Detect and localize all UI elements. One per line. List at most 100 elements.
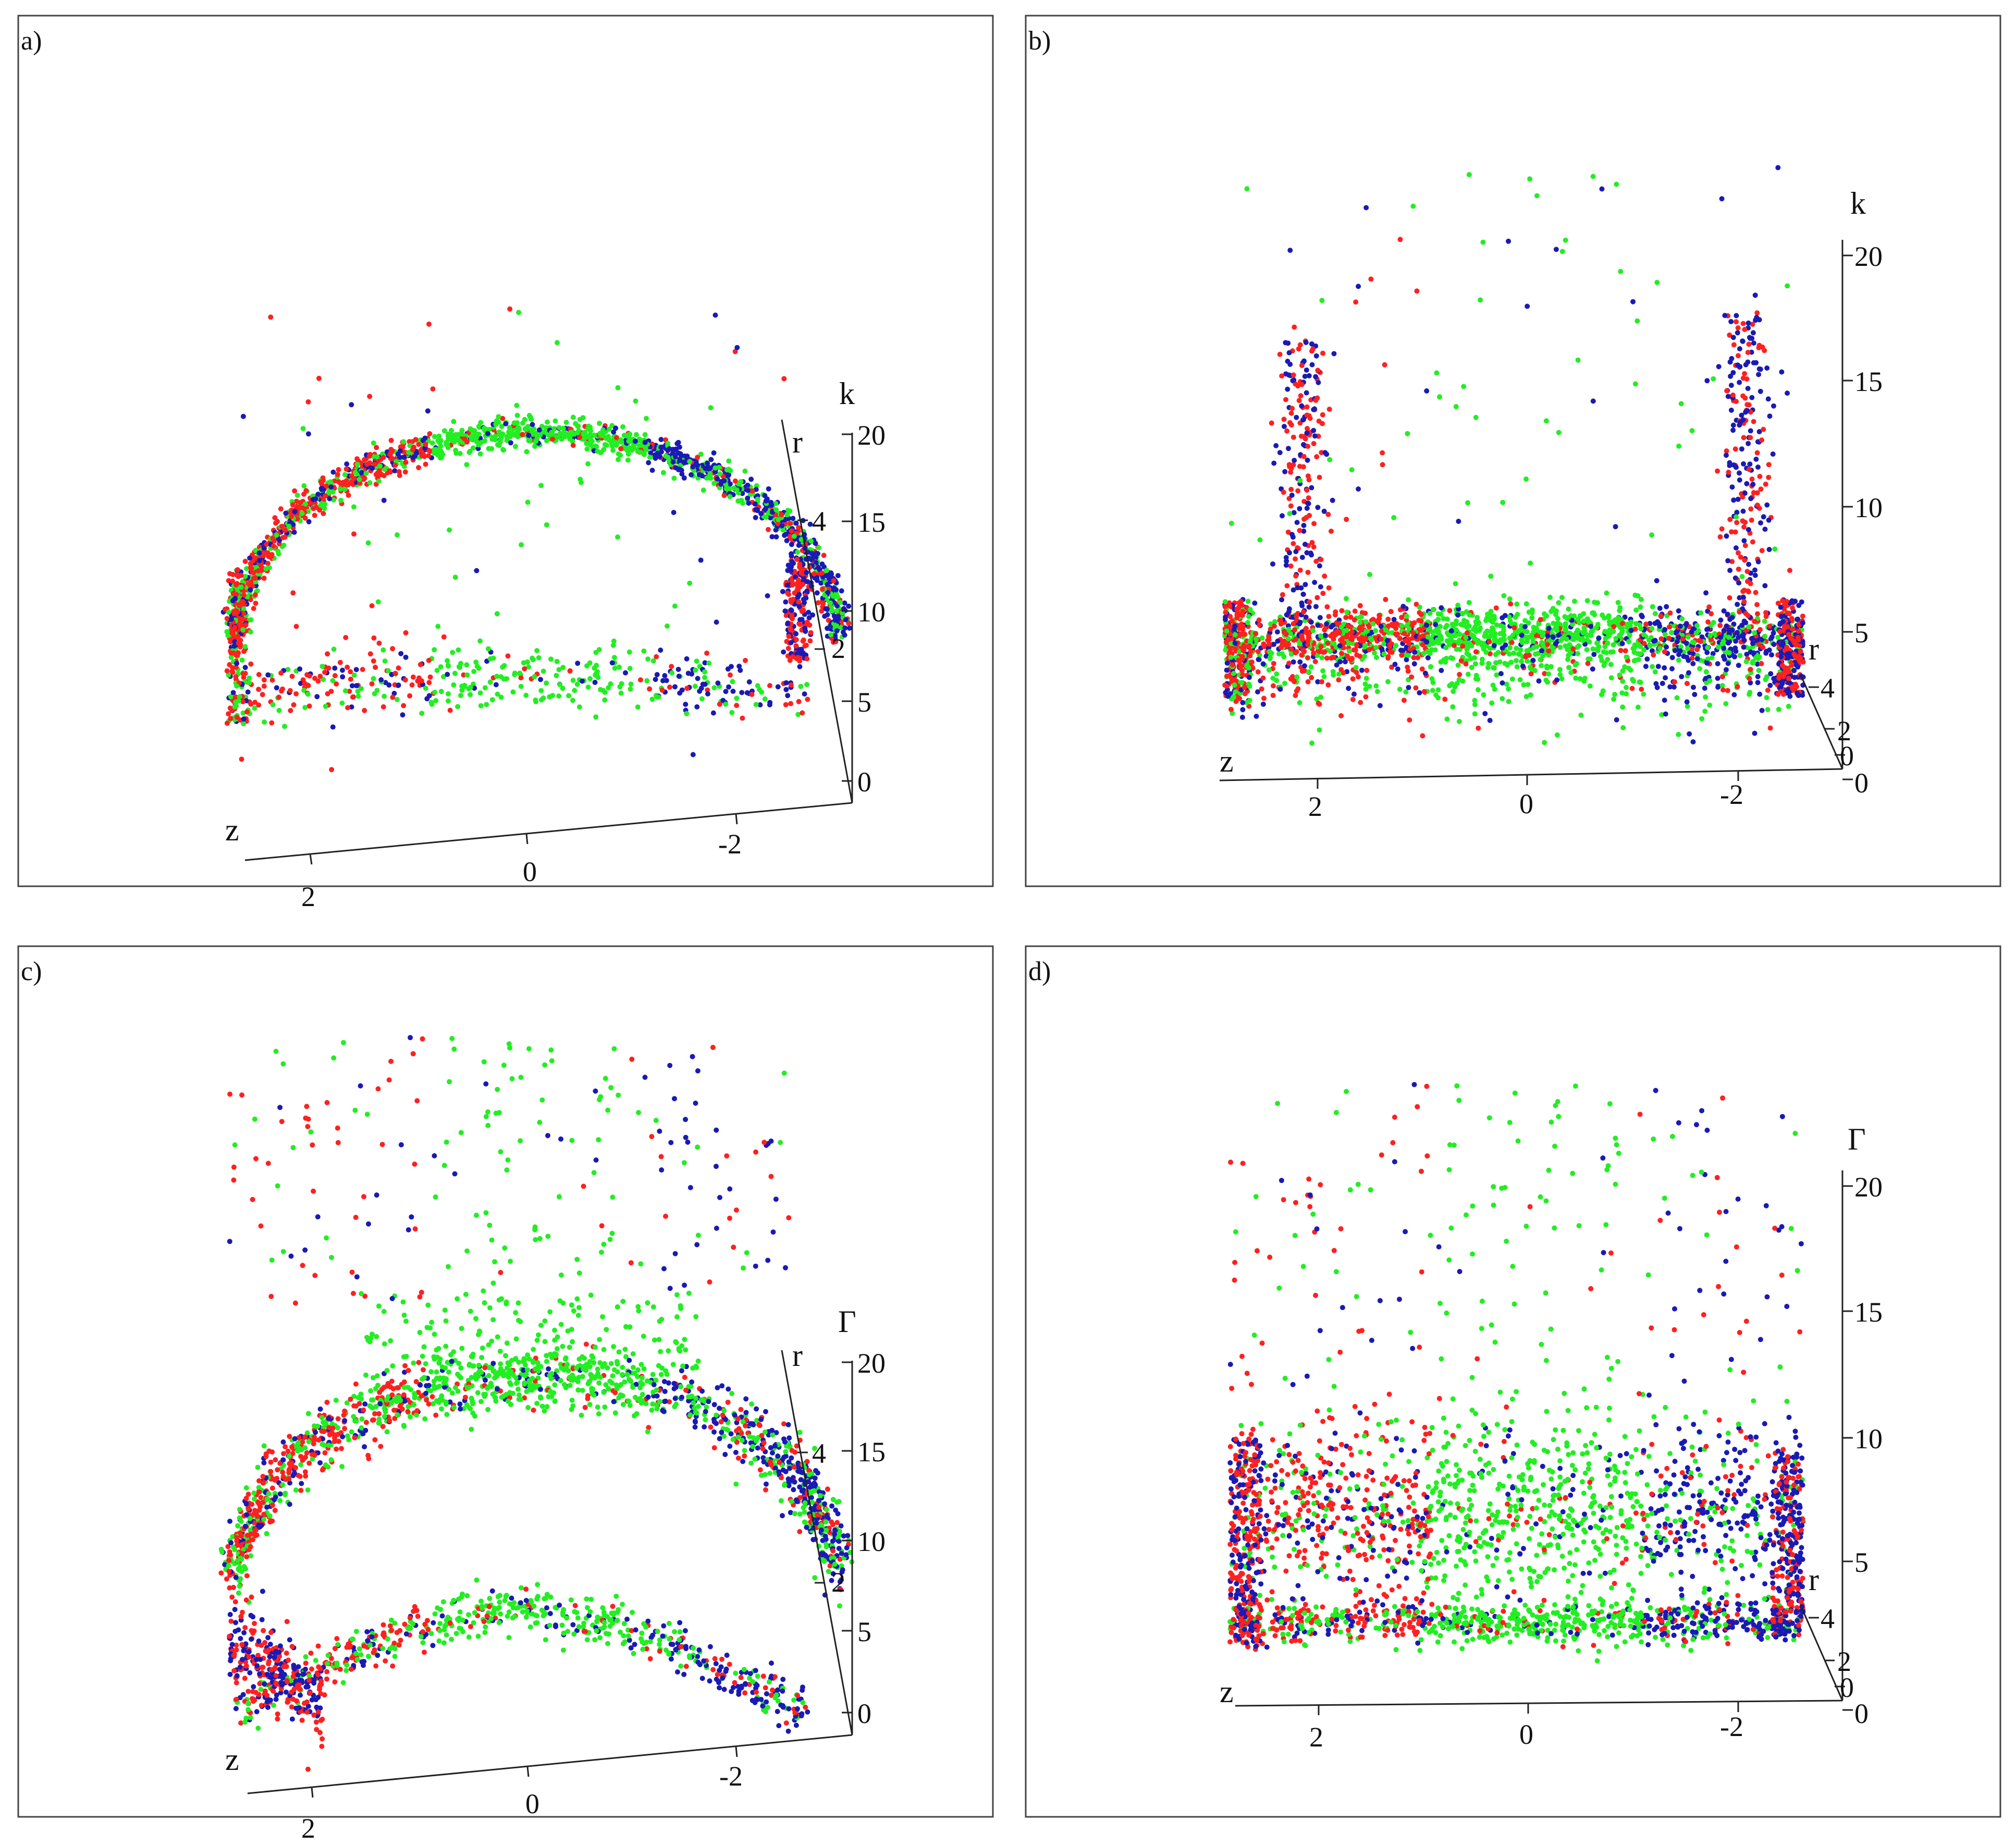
scatter-point [1491, 643, 1497, 649]
scatter-point [1737, 470, 1742, 476]
scatter-point [372, 691, 377, 697]
scatter-point [1305, 679, 1311, 685]
scatter-point [245, 689, 251, 695]
scatter-point [1742, 543, 1748, 548]
scatter-point [1707, 632, 1713, 638]
scatter-point [726, 458, 732, 464]
scatter-point [377, 463, 383, 469]
scatter-point [804, 656, 810, 662]
scatter-point [1317, 563, 1322, 569]
scatter-point [1358, 614, 1363, 620]
scatter-point [339, 700, 345, 706]
scatter-point [1524, 629, 1530, 634]
scatter-point [1705, 645, 1711, 651]
scatter-point [1309, 740, 1314, 746]
scatter-point [706, 466, 711, 472]
scatter-point [1523, 654, 1529, 659]
scatter-point [1288, 466, 1294, 471]
scatter-point [1367, 647, 1372, 652]
scatter-point [233, 700, 239, 705]
scatter-point [1718, 634, 1724, 640]
scatter-point [430, 386, 436, 392]
scatter-point [1280, 651, 1285, 657]
scatter-point [438, 438, 444, 444]
scatter-point [1627, 632, 1632, 638]
scatter-point [1448, 628, 1454, 634]
scatter-point [1283, 397, 1288, 402]
scatter-point [1287, 361, 1293, 367]
panel-b: b) k r z 0 5 10 15 20 0 2 4 2 0 -2 [1025, 15, 2001, 887]
scatter-point [1345, 653, 1350, 659]
scatter-point [1319, 655, 1325, 661]
scatter-point [1737, 380, 1742, 385]
scatter-point [1506, 686, 1511, 692]
scatter-point [690, 464, 696, 470]
scatter-point [1715, 685, 1721, 690]
scatter-point [337, 480, 343, 486]
scatter-point [238, 584, 244, 590]
scatter-point [1707, 678, 1713, 683]
scatter-point [728, 481, 733, 487]
scatter-point [434, 668, 440, 673]
scatter-point [506, 431, 512, 436]
scatter-point [695, 676, 700, 681]
scatter-point [753, 507, 759, 512]
scatter-point [415, 678, 421, 684]
scatter-point [275, 548, 281, 554]
scatter-point [673, 465, 679, 471]
scatter-point [345, 664, 350, 670]
scatter-point [1595, 600, 1601, 606]
scatter-point [1493, 605, 1499, 611]
scatter-point [1638, 651, 1643, 657]
scatter-point [1288, 410, 1294, 416]
scatter-point [1531, 645, 1536, 651]
scatter-point [373, 665, 378, 670]
scatter-point [1427, 610, 1433, 616]
scatter-point [464, 662, 470, 668]
scatter-point [1750, 636, 1755, 641]
scatter-point [1582, 676, 1588, 681]
scatter-point [625, 457, 631, 463]
scatter-point [1637, 622, 1642, 628]
scatter-point [343, 466, 349, 472]
scatter-point [1726, 650, 1732, 656]
scatter-point [570, 698, 575, 703]
scatter-point [791, 533, 797, 539]
scatter-point [834, 608, 840, 614]
scatter-point [1750, 660, 1755, 666]
scatter-point [684, 686, 690, 691]
scatter-point [1422, 670, 1428, 676]
scatter-point [1735, 684, 1740, 689]
scatter-point [681, 459, 686, 465]
scatter-point [782, 608, 788, 614]
scatter-point [375, 599, 381, 605]
scatter-point [1316, 418, 1322, 424]
scatter-point [1303, 614, 1309, 620]
scatter-point [261, 683, 267, 689]
scatter-point [1755, 680, 1761, 686]
scatter-point [1533, 651, 1538, 657]
scatter-point [287, 688, 293, 693]
scatter-point [518, 675, 524, 681]
scatter-point [1596, 636, 1602, 641]
scatter-point [1589, 629, 1594, 635]
scatter-point [355, 689, 361, 694]
scatter-point [1290, 372, 1296, 378]
scatter-point [714, 619, 719, 625]
scatter-point [796, 543, 802, 548]
scatter-point [613, 425, 619, 431]
scatter-point [301, 483, 307, 488]
scatter-point [753, 515, 758, 520]
scatter-point [824, 568, 829, 573]
scatter-point [1255, 669, 1261, 675]
scatter-point [316, 375, 322, 381]
scatter-point [1657, 605, 1663, 611]
scatter-point [671, 510, 677, 515]
scatter-point [1312, 433, 1318, 439]
scatter-point [1606, 615, 1612, 620]
scatter-point [633, 398, 638, 404]
scatter-point [1711, 620, 1716, 625]
scatter-point [1367, 683, 1372, 689]
scatter-point [1507, 596, 1513, 602]
scatter-point [292, 509, 298, 515]
